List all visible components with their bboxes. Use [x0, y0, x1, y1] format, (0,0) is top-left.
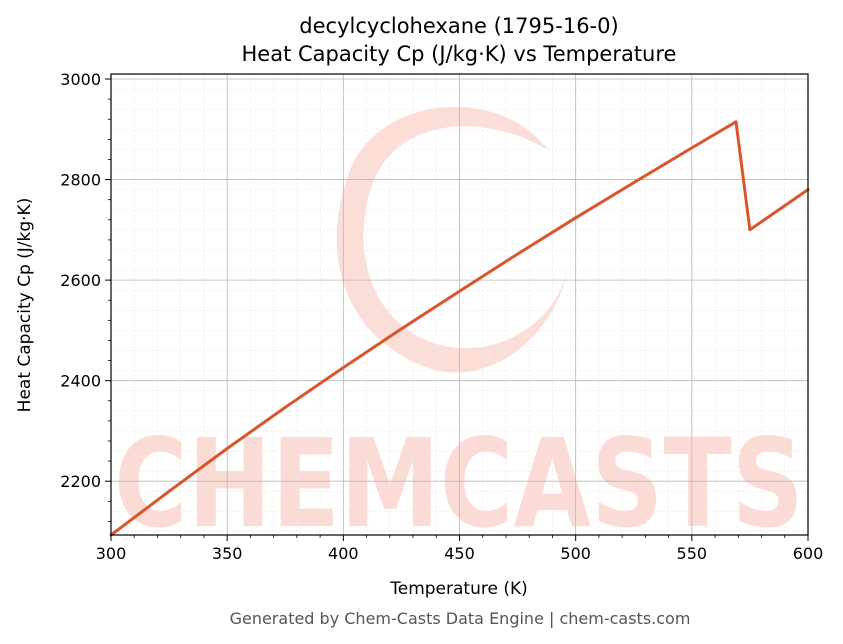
watermark-text: CHEMCASTS: [114, 413, 804, 555]
x-tick-label: 600: [793, 544, 824, 563]
series-line: [109, 120, 810, 537]
x-axis-label: Temperature (K): [389, 579, 528, 599]
y-tick-label: 2200: [60, 472, 101, 491]
y-axis-ticks: 2200 2400 2600 2800 3000: [60, 70, 111, 522]
y-tick-label: 2400: [60, 372, 101, 391]
x-tick-label: 350: [212, 544, 243, 563]
chart-title: decylcyclohexane (1795-16-0): [299, 14, 618, 38]
y-tick-label: 2800: [60, 171, 101, 190]
y-axis-label: Heat Capacity Cp (J/kg·K): [15, 198, 35, 413]
plot-area: CHEMCASTS: [109, 73, 810, 555]
chart-subtitle: Heat Capacity Cp (J/kg·K) vs Temperature: [242, 42, 677, 66]
series-layer: [109, 120, 810, 537]
x-tick-label: 450: [444, 544, 475, 563]
x-axis-ticks: 300 350 400 450 500 550 600: [96, 535, 824, 563]
x-tick-label: 300: [96, 544, 127, 563]
y-tick-label: 3000: [60, 70, 101, 89]
footer-credit: Generated by Chem-Casts Data Engine | ch…: [230, 609, 691, 628]
y-tick-label: 2600: [60, 271, 101, 290]
x-tick-label: 400: [328, 544, 359, 563]
x-tick-label: 550: [677, 544, 708, 563]
x-tick-label: 500: [560, 544, 591, 563]
